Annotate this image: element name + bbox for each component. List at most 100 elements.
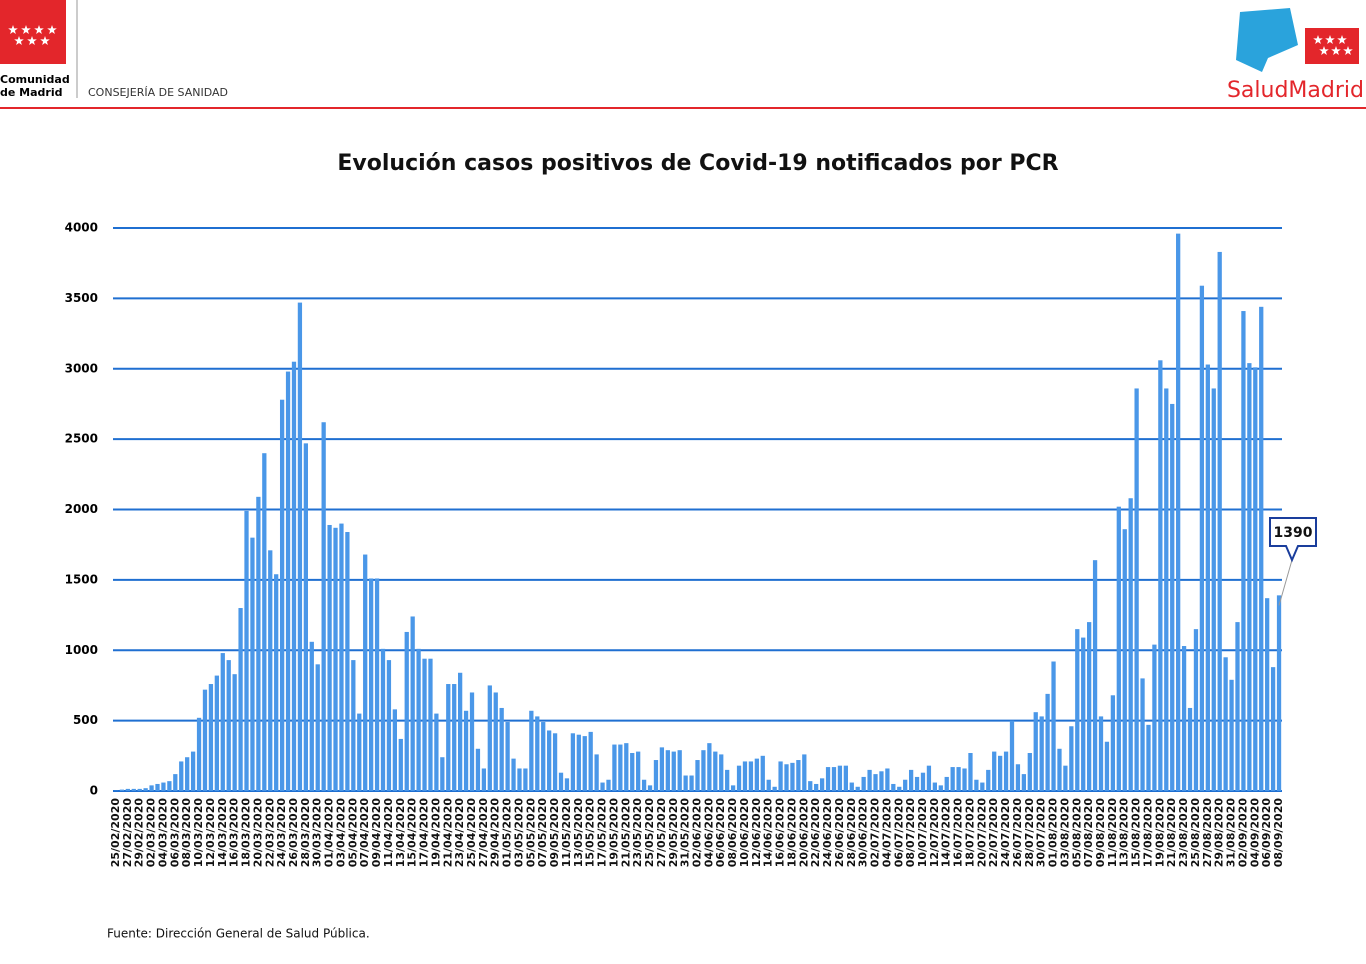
- x-tick-label: 28/03/2020: [299, 798, 312, 868]
- x-tick-label: 31/05/2020: [679, 798, 692, 868]
- x-tick-label: 05/05/2020: [524, 798, 537, 868]
- bar: [992, 751, 997, 791]
- bar: [754, 758, 759, 791]
- x-tick-label: 05/04/2020: [346, 798, 359, 868]
- x-tick-label: 15/04/2020: [406, 798, 419, 868]
- bar: [778, 761, 783, 791]
- bar: [736, 765, 742, 791]
- x-tick-label: 11/05/2020: [560, 798, 573, 868]
- x-tick-label: 14/06/2020: [762, 798, 775, 868]
- bar: [529, 710, 534, 791]
- x-tick-label: 29/02/2020: [133, 798, 146, 868]
- x-tick-label: 01/05/2020: [501, 798, 514, 868]
- bar: [1075, 629, 1080, 791]
- x-tick-label: 29/05/2020: [667, 798, 680, 868]
- bar: [440, 757, 445, 791]
- bar: [1087, 622, 1092, 791]
- x-tick-label: 21/05/2020: [619, 798, 632, 868]
- bar: [1146, 724, 1151, 791]
- bar: [1187, 707, 1193, 791]
- x-tick-label: 04/07/2020: [880, 798, 893, 868]
- bar: [1176, 233, 1181, 791]
- bar: [956, 767, 961, 791]
- x-tick-label: 28/07/2020: [1023, 798, 1036, 868]
- bar: [428, 658, 433, 791]
- x-tick-label: 02/09/2020: [1236, 798, 1249, 868]
- bar: [469, 692, 475, 791]
- bar: [458, 672, 463, 791]
- bar: [748, 761, 754, 791]
- x-tick-label: 02/06/2020: [691, 798, 704, 868]
- x-tick-label: 03/04/2020: [334, 798, 347, 868]
- bar: [143, 788, 148, 791]
- bar: [220, 653, 225, 791]
- bar: [232, 674, 237, 791]
- bar: [1223, 657, 1228, 791]
- x-tick-label: 31/08/2020: [1225, 798, 1238, 868]
- x-tick-label: 30/07/2020: [1035, 798, 1048, 868]
- bar: [1045, 693, 1050, 791]
- bar: [256, 496, 261, 791]
- x-tick-label: 19/04/2020: [429, 798, 442, 868]
- bar: [576, 734, 581, 791]
- bar: [1181, 646, 1187, 791]
- bar: [713, 751, 718, 791]
- bar: [968, 752, 973, 791]
- bar: [689, 775, 694, 791]
- bar: [707, 743, 712, 791]
- bar: [653, 760, 659, 791]
- x-tick-label: 20/06/2020: [797, 798, 810, 868]
- bar: [452, 684, 457, 791]
- org-name: Comunidad: [0, 73, 70, 86]
- bar: [250, 537, 255, 791]
- bar: [843, 765, 848, 791]
- bar: [499, 707, 504, 791]
- bar: [505, 722, 510, 791]
- bar: [867, 769, 872, 791]
- bar: [131, 788, 136, 791]
- x-tick-label: 16/03/2020: [228, 798, 241, 868]
- bar: [487, 685, 492, 791]
- bar: [333, 527, 338, 791]
- bar: [155, 783, 160, 791]
- bar: [873, 774, 878, 791]
- x-tick-label: 13/08/2020: [1118, 798, 1131, 868]
- x-tick-label: 13/05/2020: [572, 798, 585, 868]
- bar: [760, 755, 765, 791]
- x-tick-label: 27/05/2020: [655, 798, 668, 868]
- bar: [1152, 644, 1157, 791]
- bar: [570, 733, 576, 791]
- bar: [351, 660, 356, 791]
- bar: [1164, 388, 1169, 791]
- bar: [849, 782, 854, 791]
- bar: [386, 660, 392, 791]
- x-tick-label: 16/06/2020: [774, 798, 787, 868]
- x-tick-label: 07/04/2020: [358, 798, 371, 868]
- x-tick-label: 12/06/2020: [750, 798, 763, 868]
- bar: [1033, 712, 1038, 791]
- x-tick-label: 12/07/2020: [928, 798, 941, 868]
- bar: [398, 738, 403, 791]
- plot: 0 500 1000 1500 2000 2500 3000 3500 4000 25/02/20…: [65, 221, 1317, 868]
- bar: [149, 785, 154, 791]
- bar: [1009, 720, 1015, 791]
- x-tick-label: 30/03/2020: [311, 798, 324, 868]
- bar: [1193, 629, 1199, 791]
- bar: [630, 752, 635, 791]
- bar: [202, 689, 208, 791]
- bar: [327, 524, 332, 791]
- bar: [416, 648, 421, 791]
- y-tick-label: 2500: [65, 432, 98, 446]
- bar: [914, 776, 920, 791]
- x-tick-label: 02/07/2020: [869, 798, 882, 868]
- bar: [380, 648, 386, 791]
- x-tick-label: 09/05/2020: [548, 798, 561, 868]
- bar: [897, 786, 902, 791]
- bar: [831, 767, 837, 791]
- x-tick-label: 29/08/2020: [1213, 798, 1226, 868]
- bar: [903, 779, 908, 791]
- bar: [547, 730, 552, 791]
- bar: [1116, 506, 1121, 791]
- bar: [647, 785, 653, 791]
